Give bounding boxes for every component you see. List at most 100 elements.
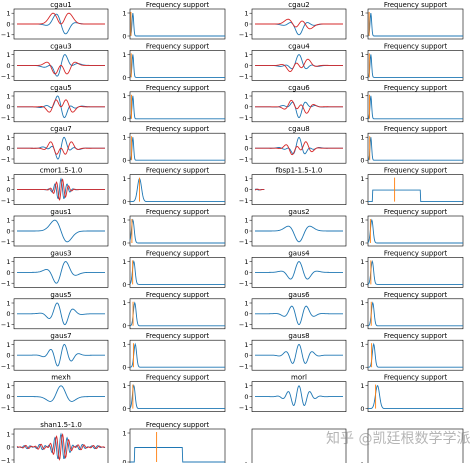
y-tick-label: 1 xyxy=(6,258,10,266)
y-tick-label: 1 xyxy=(244,92,248,100)
y-tick-label: 0 xyxy=(6,269,10,277)
y-tick-label: 0 xyxy=(6,227,10,235)
panel-10-0: shan1.5-1.0 1 0 −1 xyxy=(1,421,109,466)
y-tick-label: 1 xyxy=(360,175,364,183)
y-tick-label: 1 xyxy=(122,299,126,307)
y-tick-label: 1 xyxy=(360,51,364,59)
frequency-curve xyxy=(367,95,463,120)
panel-title: Frequency support xyxy=(384,374,448,382)
axes-frame xyxy=(129,50,226,81)
frequency-curve xyxy=(367,218,463,244)
panel-title: cgau1 xyxy=(50,1,71,9)
series-real-line xyxy=(17,219,105,243)
panel-title: Frequency support xyxy=(146,125,210,133)
panel-title: Frequency support xyxy=(384,291,448,299)
panel-title: cgau2 xyxy=(288,1,309,9)
series-imag-line xyxy=(255,141,343,156)
panel-2-0: cgau5 1 0 −1 xyxy=(1,84,109,123)
y-tick-label: 0 xyxy=(244,269,248,277)
axes-frame xyxy=(129,8,226,40)
panel-8-1: Frequency support 1 0 xyxy=(122,332,226,372)
panel-5-0: gaus1 1 0 −1 xyxy=(1,208,109,247)
y-tick-label: 0 xyxy=(6,103,10,111)
y-tick-label: 1 xyxy=(122,9,126,17)
axes-frame xyxy=(129,381,226,412)
axes-frame xyxy=(367,339,464,371)
y-tick-label: 0 xyxy=(360,115,364,123)
y-tick-label: 1 xyxy=(244,134,248,142)
series-imag-line xyxy=(255,58,343,73)
y-tick-label: 0 xyxy=(122,239,126,247)
y-tick-label: −1 xyxy=(1,73,11,81)
frequency-curve xyxy=(129,342,225,368)
panel-title: gaus6 xyxy=(288,291,310,299)
y-tick-label: −1 xyxy=(1,362,11,370)
y-tick-label: −1 xyxy=(1,321,11,329)
y-tick-label: 1 xyxy=(122,134,126,142)
y-tick-label: −1 xyxy=(1,280,11,288)
frequency-curve xyxy=(130,177,225,203)
axes-frame xyxy=(129,339,226,371)
y-tick-label: 0 xyxy=(360,198,364,206)
axes-frame xyxy=(367,91,464,123)
series-real-line xyxy=(255,343,343,364)
y-tick-label: −1 xyxy=(1,155,11,163)
y-tick-label: −1 xyxy=(1,238,11,246)
frequency-curve xyxy=(129,54,225,78)
y-tick-label: 0 xyxy=(122,458,126,463)
panel-title: Frequency support xyxy=(146,374,210,382)
panel-3-2: cgau8 1 0 −1 xyxy=(239,125,347,164)
y-tick-label: −1 xyxy=(1,456,11,463)
y-tick-label: 0 xyxy=(244,62,248,70)
y-tick-label: 1 xyxy=(6,134,10,142)
y-tick-label: 0 xyxy=(122,364,126,372)
panel-title: cgau8 xyxy=(288,125,309,133)
panel-title: Frequency support xyxy=(146,84,210,92)
y-tick-label: 1 xyxy=(122,258,126,266)
y-tick-label: 0 xyxy=(122,405,126,413)
y-tick-label: 0 xyxy=(244,393,248,401)
y-tick-label: 1 xyxy=(6,175,10,183)
frequency-curve xyxy=(129,260,225,285)
y-tick-label: −1 xyxy=(1,197,11,205)
panel-7-1: Frequency support 1 0 xyxy=(122,291,226,330)
axes-frame xyxy=(367,174,464,205)
series-real-line xyxy=(255,261,343,280)
y-tick-label: −1 xyxy=(1,31,11,39)
panel-1-2: cgau4 1 0 −1 xyxy=(239,42,347,81)
y-tick-label: −1 xyxy=(1,404,11,412)
panel-title: gaus1 xyxy=(50,208,71,216)
frequency-curve xyxy=(367,342,463,368)
y-tick-label: 1 xyxy=(6,430,10,438)
y-tick-label: 1 xyxy=(6,10,10,18)
y-tick-label: −1 xyxy=(1,114,11,122)
axes-frame xyxy=(367,215,464,247)
y-tick-label: −1 xyxy=(239,280,249,288)
panel-title: Frequency support xyxy=(384,125,448,133)
panel-7-2: gaus6 1 0 −1 xyxy=(239,291,347,330)
y-tick-label: 0 xyxy=(122,281,126,289)
panel-10-1: Frequency support100.00.20.40.60.81.0 xyxy=(122,421,226,467)
panel-2-1: Frequency support 1 0 xyxy=(122,84,226,123)
panel-6-3: Frequency support 1 0 xyxy=(360,249,464,289)
axes-frame xyxy=(367,381,464,412)
panel-0-2: cgau2 1 0 −1 xyxy=(239,1,347,40)
axes-frame xyxy=(251,174,347,205)
panel-6-1: Frequency support 1 0 xyxy=(122,249,226,289)
panel-title: gaus7 xyxy=(50,332,71,340)
y-tick-label: 1 xyxy=(360,9,364,17)
panel-5-1: Frequency support 1 0 xyxy=(122,208,226,247)
y-tick-label: 1 xyxy=(360,258,364,266)
y-tick-label: 1 xyxy=(6,217,10,225)
series-imag-line xyxy=(254,188,265,191)
panel-title: Frequency support xyxy=(384,42,448,50)
axes-frame xyxy=(367,257,464,288)
y-tick-label: 1 xyxy=(360,92,364,100)
panel-title: Frequency support xyxy=(146,291,210,299)
series-real-line xyxy=(255,136,343,155)
y-tick-label: 0 xyxy=(360,239,364,247)
axes-frame xyxy=(129,91,226,123)
series-real-line xyxy=(17,385,105,402)
panel-9-2: morl 1 0 −1 xyxy=(239,374,347,412)
